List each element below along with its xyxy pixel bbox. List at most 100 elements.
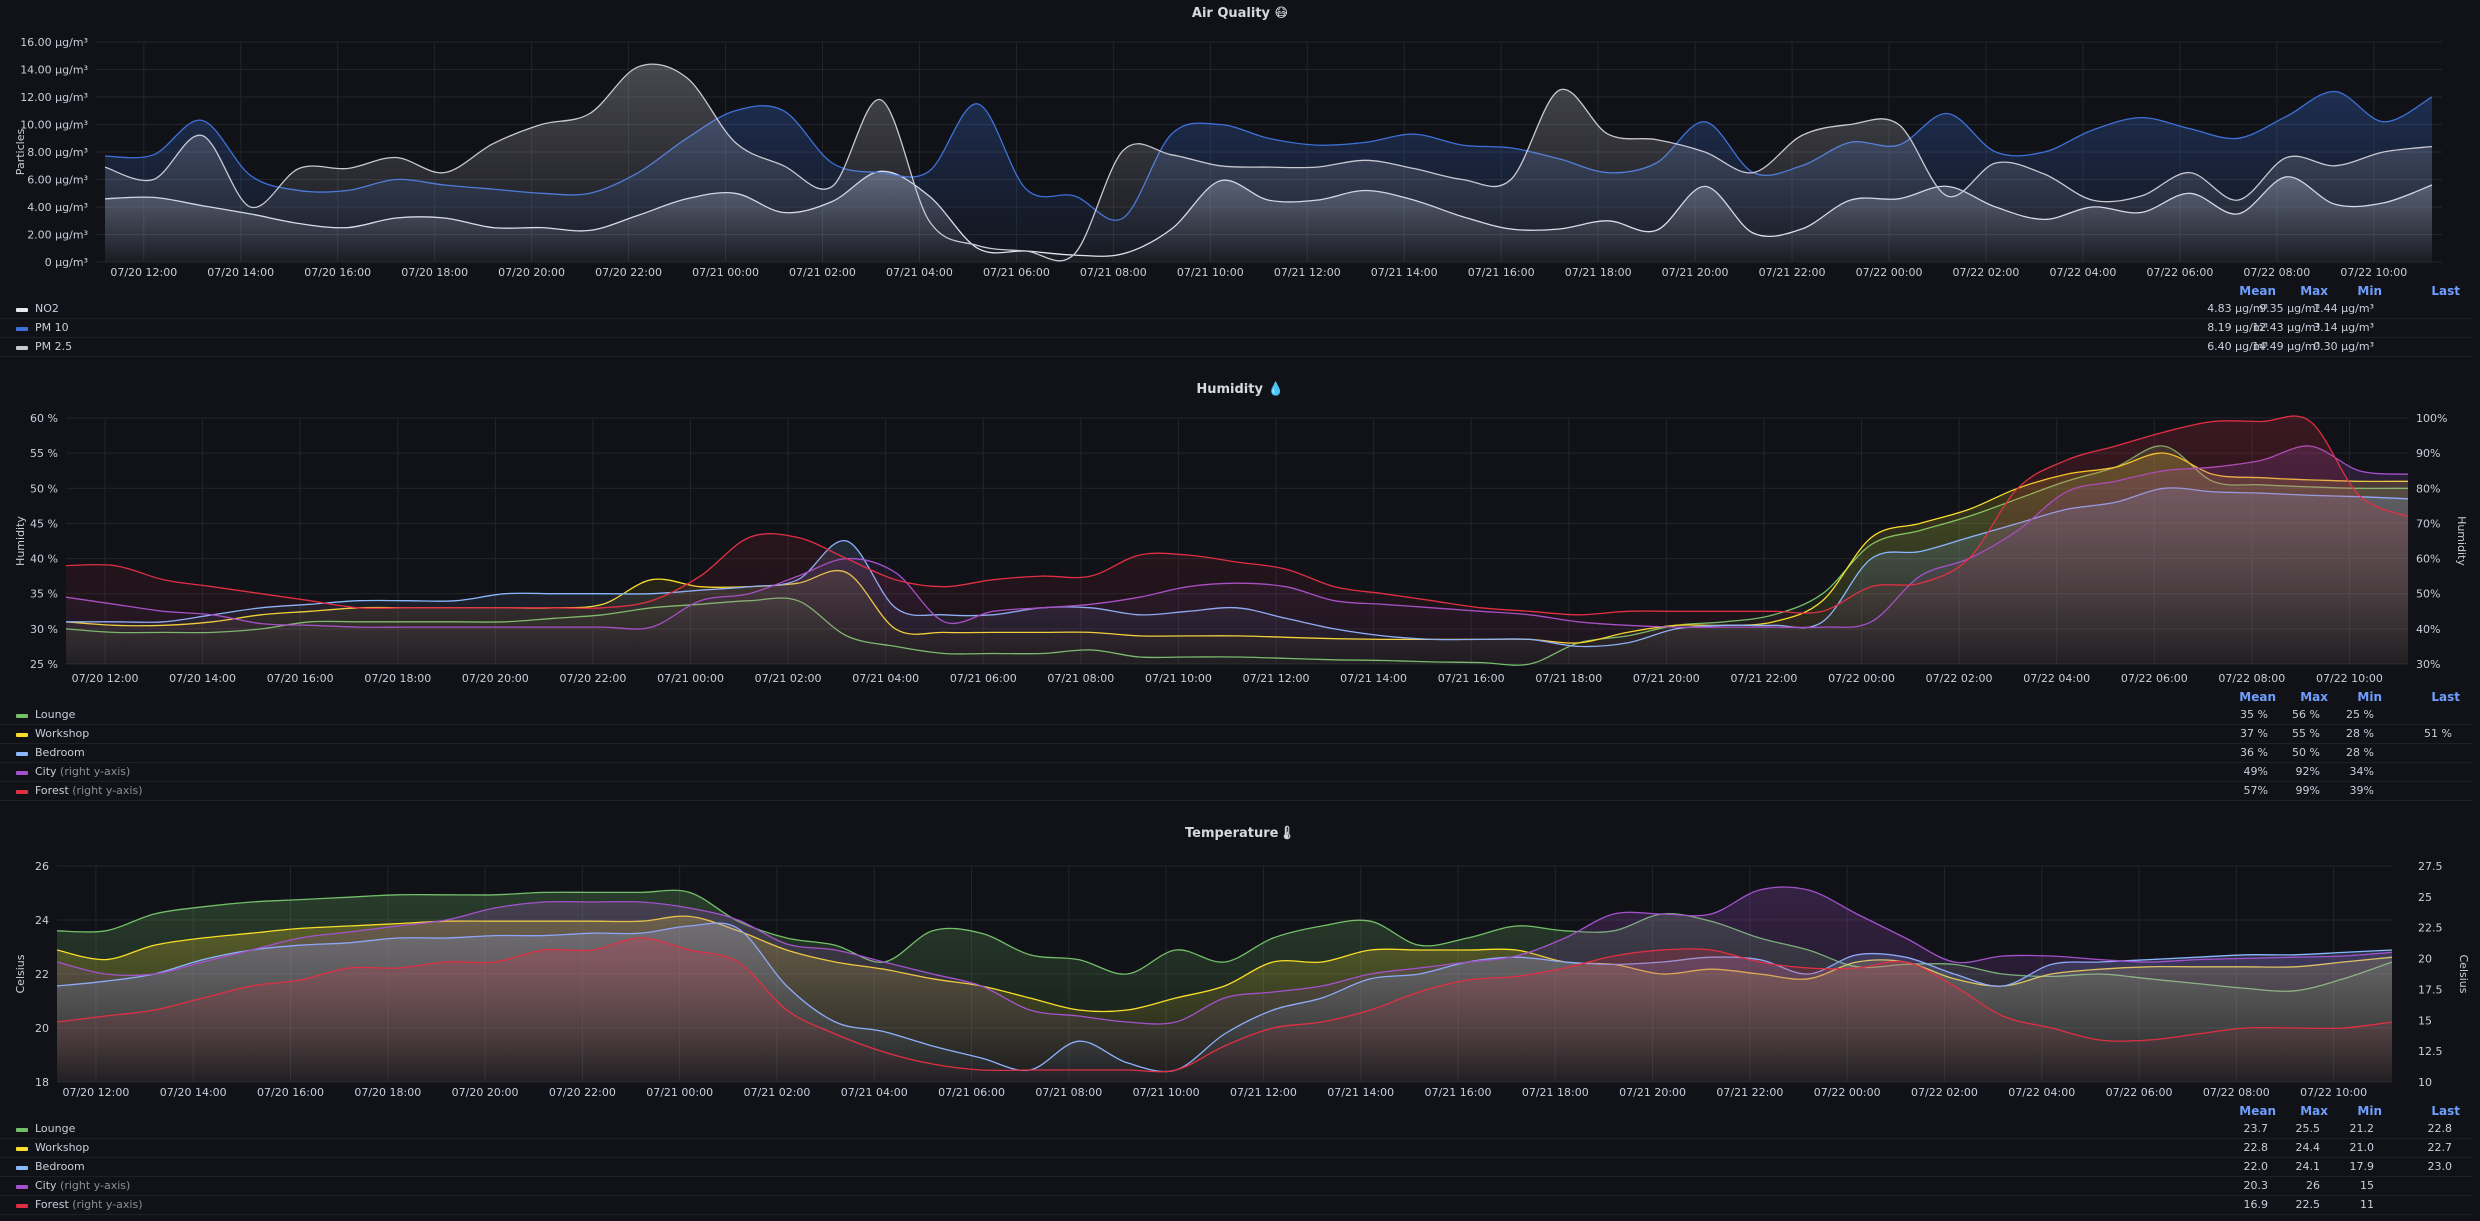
y-right-tick-label: 40% xyxy=(2416,623,2440,636)
legend-row[interactable]: Lounge 35 % 56 % 25 % xyxy=(0,706,2472,725)
legend-row[interactable]: PM 10 8.19 µg/m³ 12.43 µg/m³ 3.14 µg/m³ xyxy=(0,319,2472,338)
x-tick-label: 07/20 18:00 xyxy=(401,266,468,279)
humidity-chart[interactable]: 25 % 30 % 35 % 40 % 45 % 50 % 55 % 60 % 30% 40% 50… xyxy=(0,376,2480,696)
y-right-tick-label: 10 xyxy=(2418,1076,2432,1089)
y-right-tick-label: 12.5 xyxy=(2418,1045,2443,1058)
x-tick-label: 07/21 00:00 xyxy=(692,266,759,279)
legend-series-name[interactable]: City (right y-axis) xyxy=(35,765,131,778)
legend-row[interactable]: PM 2.5 6.40 µg/m³ 14.49 µg/m³ 0.30 µg/m³ xyxy=(0,338,2472,357)
legend-swatch xyxy=(16,771,28,775)
legend-value-max: 99% xyxy=(2295,784,2320,797)
legend-header-last[interactable]: Last xyxy=(2431,284,2460,298)
legend-row[interactable]: City (right y-axis) 49% 92% 34% xyxy=(0,763,2472,782)
legend-series-name[interactable]: Workshop xyxy=(35,727,90,740)
legend-value-last: 22.7 xyxy=(2427,1141,2453,1154)
y-tick-label: 50 % xyxy=(30,482,58,495)
y-tick-label: 18 xyxy=(35,1076,49,1089)
legend-series-name[interactable]: Lounge xyxy=(35,708,76,721)
x-tick-label: 07/21 06:00 xyxy=(950,672,1017,685)
y-right-tick-label: 90% xyxy=(2416,447,2440,460)
legend-series-name[interactable]: Bedroom xyxy=(35,1160,85,1173)
legend-value-mean: 20.3 xyxy=(2243,1179,2269,1192)
series-line-pm-2-5[interactable] xyxy=(104,63,2433,262)
legend-series-name[interactable]: Workshop xyxy=(35,1141,90,1154)
legend-header-min[interactable]: Min xyxy=(2357,1104,2382,1118)
y-right-tick-label: 50% xyxy=(2416,588,2440,601)
legend-value-min: 28 % xyxy=(2346,746,2374,759)
x-tick-label: 07/21 00:00 xyxy=(646,1086,713,1099)
x-tick-label: 07/21 16:00 xyxy=(1425,1086,1492,1099)
x-tick-label: 07/22 06:00 xyxy=(2106,1086,2173,1099)
legend-series-name[interactable]: Lounge xyxy=(35,1122,76,1135)
legend-header-min[interactable]: Min xyxy=(2357,284,2382,298)
legend-series-name[interactable]: PM 10 xyxy=(35,321,69,334)
legend-value-max: 12.43 µg/m³ xyxy=(2252,321,2320,334)
temperature-chart[interactable]: 18 20 22 24 26 10 12.5 15 17.5 20 22.5 25 27.5 Celsiu… xyxy=(0,820,2480,1110)
legend-row[interactable]: Forest (right y-axis) 57% 99% 39% xyxy=(0,782,2472,801)
legend-series-name[interactable]: Forest (right y-axis) xyxy=(35,784,143,797)
legend-row[interactable]: Bedroom 36 % 50 % 28 % xyxy=(0,744,2472,763)
legend-header-max[interactable]: Max xyxy=(2300,284,2328,298)
x-tick-label: 07/21 04:00 xyxy=(841,1086,908,1099)
x-tick-label: 07/21 12:00 xyxy=(1230,1086,1297,1099)
x-tick-label: 07/21 16:00 xyxy=(1468,266,1535,279)
series-line-city[interactable] xyxy=(56,886,2393,1025)
y-axis-label: Particles xyxy=(14,129,27,176)
legend-series-name[interactable]: Forest (right y-axis) xyxy=(35,1198,143,1211)
legend-series-name[interactable]: NO2 xyxy=(35,302,59,315)
x-tick-label: 07/20 16:00 xyxy=(304,266,371,279)
x-tick-label: 07/21 20:00 xyxy=(1619,1086,1686,1099)
legend-series-name[interactable]: Bedroom xyxy=(35,746,85,759)
series-line-forest[interactable] xyxy=(56,937,2393,1073)
y-right-tick-label: 70% xyxy=(2416,517,2440,530)
legend-series-name[interactable]: City (right y-axis) xyxy=(35,1179,131,1192)
legend-value-min: 25 % xyxy=(2346,708,2374,721)
humidity-legend: Mean Max Min Last Lounge 35 % 56 % 25 % Workshop… xyxy=(0,690,2480,806)
x-tick-label: 07/20 22:00 xyxy=(549,1086,616,1099)
air-quality-panel: Air Quality 😷 0 µg/m³ 2.00 µg/m³ 4.00 µg/m… xyxy=(0,0,2480,360)
air-quality-chart[interactable]: 0 µg/m³ 2.00 µg/m³ 4.00 µg/m³ 6.00 µg/m³ 8.0… xyxy=(0,0,2480,290)
y-tick-label: 40 % xyxy=(30,553,58,566)
y-right-tick-label: 100% xyxy=(2416,412,2447,425)
legend-swatch xyxy=(16,752,28,756)
legend-row[interactable]: City (right y-axis) 20.3 26 15 xyxy=(0,1177,2472,1196)
legend-value-min: 1.44 µg/m³ xyxy=(2313,302,2374,315)
legend-row[interactable]: Workshop 37 % 55 % 28 % 51 % xyxy=(0,725,2472,744)
legend-swatch xyxy=(16,327,28,331)
x-tick-label: 07/21 12:00 xyxy=(1243,672,1310,685)
x-tick-label: 07/20 18:00 xyxy=(364,672,431,685)
x-tick-label: 07/21 14:00 xyxy=(1371,266,1438,279)
legend-header-mean[interactable]: Mean xyxy=(2239,690,2276,704)
x-tick-label: 07/22 10:00 xyxy=(2340,266,2407,279)
x-tick-label: 07/22 06:00 xyxy=(2121,672,2188,685)
legend-value-min: 15 xyxy=(2360,1179,2374,1192)
y-right-axis-label: Humidity xyxy=(2455,516,2468,566)
y-axis-label: Humidity xyxy=(14,516,27,566)
legend-value-max: 26 xyxy=(2306,1179,2320,1192)
y-right-tick-label: 22.5 xyxy=(2418,922,2443,935)
x-tick-label: 07/21 04:00 xyxy=(852,672,919,685)
series-line-forest[interactable] xyxy=(65,415,2409,616)
legend-row[interactable]: Bedroom 22.0 24.1 17.9 23.0 xyxy=(0,1158,2472,1177)
legend-value-mean: 6.40 µg/m³ xyxy=(2207,340,2268,353)
legend-row[interactable]: Workshop 22.8 24.4 21.0 22.7 xyxy=(0,1139,2472,1158)
legend-header-last[interactable]: Last xyxy=(2431,1104,2460,1118)
x-tick-label: 07/21 18:00 xyxy=(1522,1086,1589,1099)
legend-row[interactable]: NO2 4.83 µg/m³ 9.35 µg/m³ 1.44 µg/m³ xyxy=(0,300,2472,319)
legend-header-last[interactable]: Last xyxy=(2431,690,2460,704)
legend-header-min[interactable]: Min xyxy=(2357,690,2382,704)
legend-header-mean[interactable]: Mean xyxy=(2239,284,2276,298)
legend-value-mean: 22.8 xyxy=(2243,1141,2269,1154)
legend-value-min: 28 % xyxy=(2346,727,2374,740)
x-tick-label: 07/20 14:00 xyxy=(207,266,274,279)
legend-header-mean[interactable]: Mean xyxy=(2239,1104,2276,1118)
legend-header-max[interactable]: Max xyxy=(2300,1104,2328,1118)
legend-row[interactable]: Lounge 23.7 25.5 21.2 22.8 xyxy=(0,1120,2472,1139)
legend-header-max[interactable]: Max xyxy=(2300,690,2328,704)
legend-row[interactable]: Forest (right y-axis) 16.9 22.5 11 xyxy=(0,1196,2472,1215)
legend-series-name[interactable]: PM 2.5 xyxy=(35,340,73,353)
y-tick-label: 16.00 µg/m³ xyxy=(20,36,88,49)
x-tick-label: 07/22 08:00 xyxy=(2243,266,2310,279)
y-tick-label: 35 % xyxy=(30,588,58,601)
legend-value-mean: 49% xyxy=(2243,765,2268,778)
